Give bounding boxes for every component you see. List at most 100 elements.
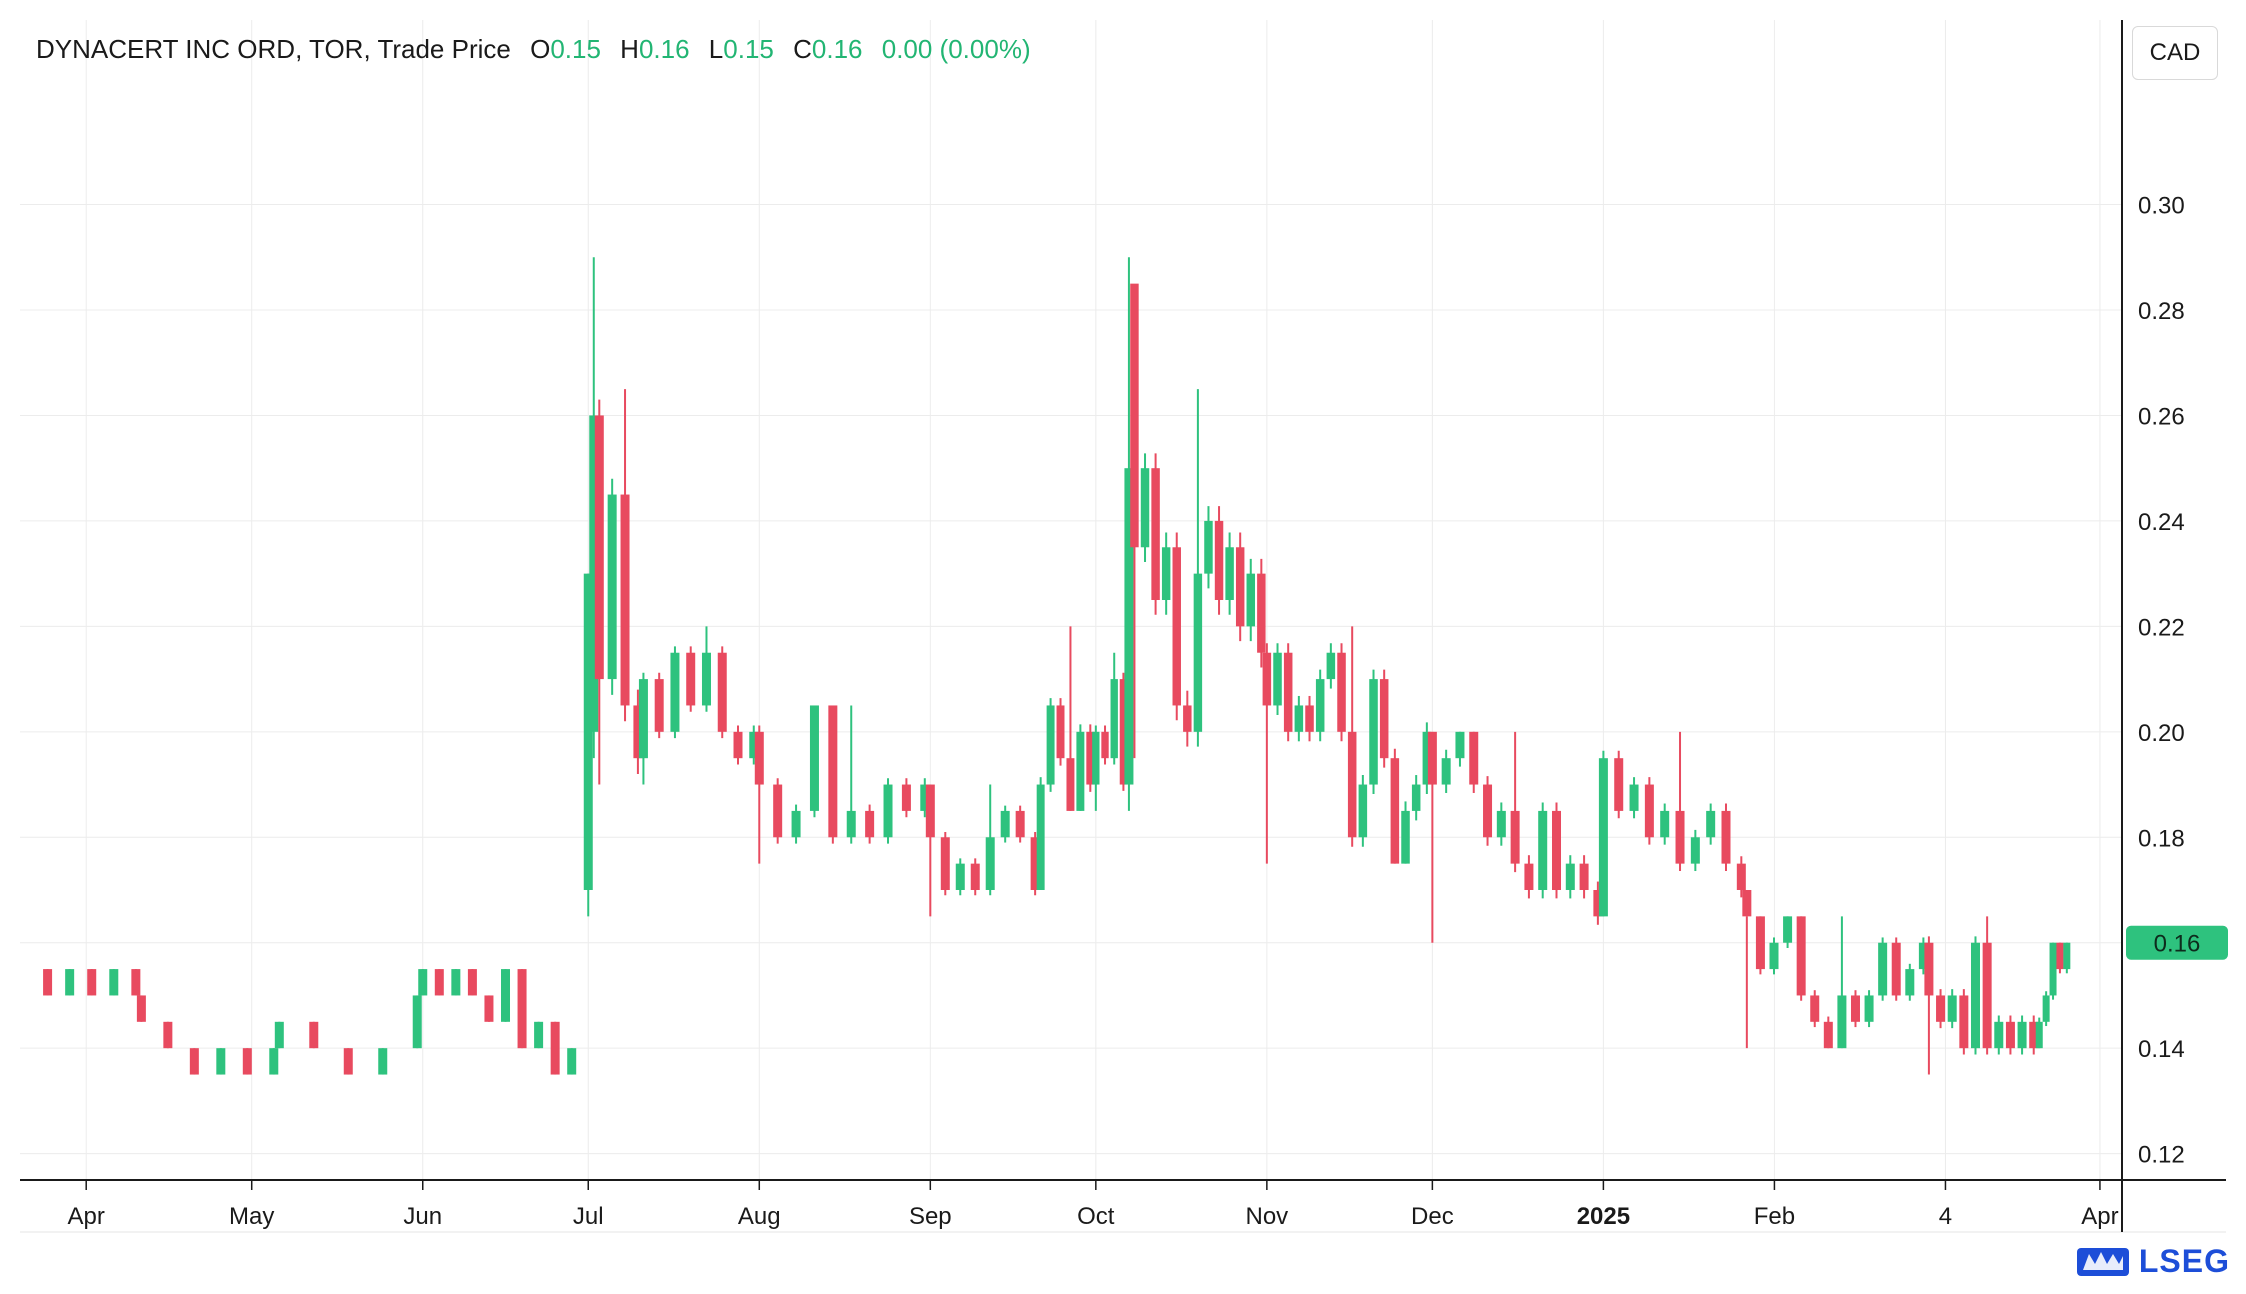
candle-body [925, 784, 935, 838]
candle-body [754, 731, 764, 785]
candle-body [163, 1021, 173, 1049]
y-tick-label: 0.20 [2138, 720, 2185, 747]
axes: Apr May Jun Jul Aug Sep Oct Nov Dec 2025 Feb 4 Apr 0.… [20, 20, 2228, 1232]
brand-logo: LSEG [2075, 1242, 2230, 1280]
candle-body [1823, 1021, 1833, 1049]
candle-body [1358, 784, 1368, 838]
candle-body [1273, 652, 1282, 706]
candle-body [1970, 942, 1980, 1049]
x-tick-label: Jul [573, 1203, 604, 1230]
candle-body [1036, 784, 1045, 890]
candle-body [2005, 1021, 2015, 1049]
candle-body [1924, 942, 1934, 996]
last-price-label: 0.16 [2154, 931, 2201, 958]
candle-body [87, 969, 97, 996]
candle-body [701, 652, 711, 706]
candle-body [65, 969, 75, 996]
candle-body [920, 784, 930, 811]
candle-body [1369, 679, 1378, 785]
candle-body [749, 731, 759, 759]
candle-body [773, 784, 783, 838]
candle-body [901, 784, 911, 811]
candle-body [1257, 573, 1266, 653]
candle-body [1706, 810, 1716, 838]
x-tick-label: 2025 [1577, 1203, 1630, 1230]
candle-body [583, 573, 593, 890]
candle-body [686, 652, 696, 706]
candle-body [1130, 283, 1139, 548]
candle-body [1315, 679, 1325, 732]
candle-body [1193, 573, 1203, 732]
candle-body [269, 1048, 279, 1075]
candle-body [1422, 731, 1432, 785]
candle-body [1204, 520, 1213, 574]
candle-body [1598, 758, 1608, 917]
candle-body [1690, 837, 1700, 864]
candle-body [1214, 520, 1224, 600]
candle-body [1390, 758, 1400, 864]
legend-change: 0.00 (0.00%) [881, 34, 1031, 64]
candle-body [1305, 705, 1314, 732]
legend-low: L0.15 [708, 34, 774, 64]
candle-body [2056, 942, 2064, 970]
candle-body [1347, 731, 1357, 838]
candle-body [534, 1021, 544, 1049]
candle-body [809, 705, 819, 811]
candle-body [717, 652, 727, 732]
candle-body [434, 969, 444, 996]
candle-body [2063, 942, 2071, 970]
candle-body [2029, 1021, 2039, 1049]
y-tick-label: 0.22 [2138, 614, 2185, 641]
candle-body [638, 679, 648, 759]
candle-body [1837, 995, 1847, 1049]
candle-body [43, 969, 53, 996]
legend-open: O0.15 [530, 34, 601, 64]
candle-body [1161, 547, 1171, 600]
candle-body [1593, 890, 1603, 917]
candle-body [1579, 863, 1589, 890]
candle-body [418, 969, 428, 996]
candle-body [1427, 731, 1437, 785]
candle-body [1455, 731, 1465, 759]
candle-body [189, 1048, 199, 1075]
x-tick-label: Apr [2081, 1203, 2118, 1230]
candle-body [1140, 468, 1150, 548]
candle-body [589, 415, 599, 732]
x-tick-label: Jun [403, 1203, 442, 1230]
candle-body [451, 969, 461, 996]
candle-body [1262, 652, 1272, 706]
candle-body [1524, 863, 1534, 890]
candle-body [1675, 810, 1685, 864]
candle-body [654, 679, 664, 732]
candle-body [1411, 784, 1421, 811]
candle-body [242, 1048, 252, 1075]
x-tick-label: Apr [68, 1203, 105, 1230]
x-tick-label: Feb [1754, 1203, 1795, 1230]
candle-body [733, 731, 743, 759]
candle-body [1918, 942, 1928, 970]
candle-body [865, 810, 875, 838]
candle-body [343, 1048, 353, 1075]
candle-body [2049, 942, 2057, 996]
candle-body [1326, 652, 1336, 680]
candle-body [1076, 731, 1085, 811]
chart-legend: DYNACERT INC ORD, TOR, Trade Price O0.15… [36, 34, 1031, 65]
legend-close: C0.16 [793, 34, 863, 64]
candle-body [633, 705, 643, 759]
currency-button[interactable]: CAD [2132, 26, 2218, 80]
y-tick-label: 0.14 [2138, 1036, 2185, 1063]
candle-body [484, 995, 494, 1022]
candle-body [1246, 573, 1255, 627]
candle-body [1755, 916, 1765, 970]
candle-body [1510, 810, 1520, 864]
y-tick-label: 0.30 [2138, 193, 2185, 220]
candle-body [2035, 1021, 2043, 1049]
candle-body [1379, 679, 1389, 759]
y-tick-label: 0.12 [2138, 1142, 2185, 1169]
candle-body [1086, 731, 1095, 785]
candle-body [1151, 468, 1160, 600]
candle-body [1644, 784, 1654, 838]
candle-body [1183, 705, 1192, 732]
candle-body [1337, 652, 1346, 732]
